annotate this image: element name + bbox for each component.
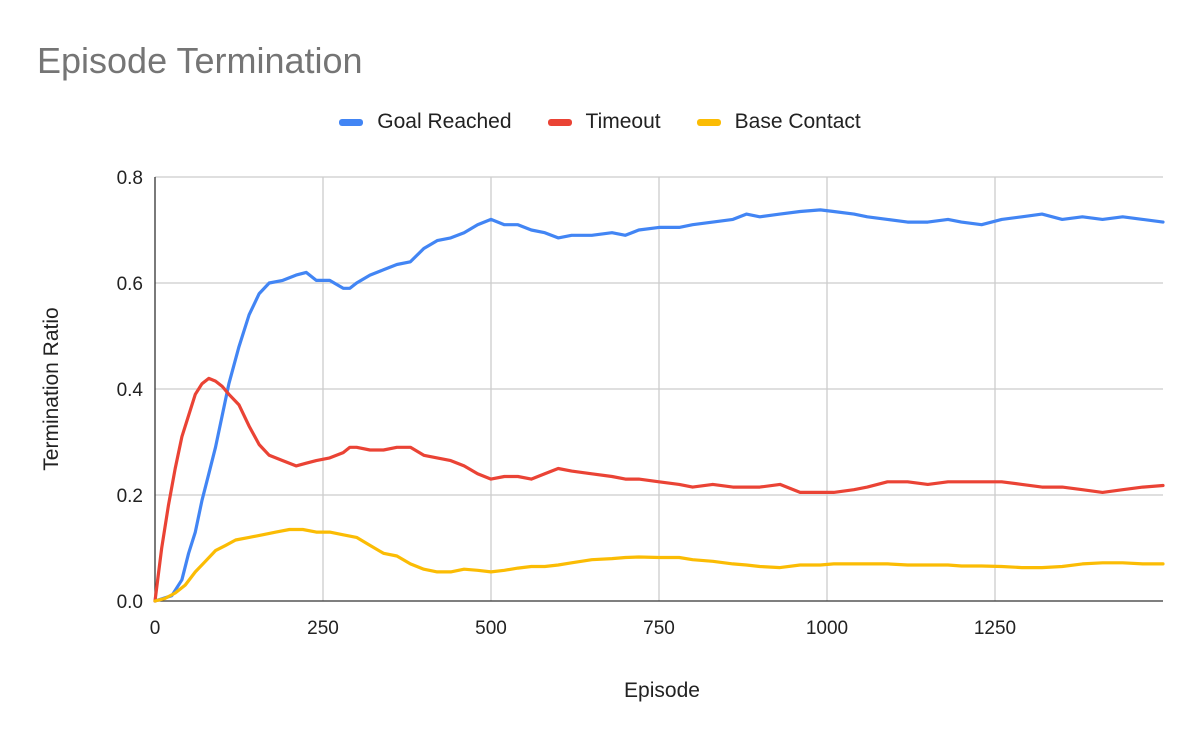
y-tick-label: 0.4 [117, 380, 144, 401]
x-tick-label: 500 [475, 618, 507, 639]
chart-legend: Goal Reached Timeout Base Contact [0, 110, 1200, 134]
x-tick-label: 250 [307, 618, 339, 639]
legend-item-base-contact: Base Contact [696, 110, 861, 134]
y-tick-label: 0.8 [117, 168, 143, 189]
y-tick-label: 0.0 [117, 592, 143, 613]
x-tick-label: 750 [643, 618, 675, 639]
legend-item-timeout: Timeout [547, 110, 661, 134]
legend-swatch-goal-reached [339, 118, 364, 126]
legend-label-timeout: Timeout [585, 110, 661, 133]
y-tick-label: 0.2 [117, 486, 143, 507]
legend-label-base-contact: Base Contact [734, 110, 861, 133]
legend-item-goal-reached: Goal Reached [339, 110, 512, 134]
series-line-goal-reached [153, 208, 1165, 603]
series-layer [153, 208, 1165, 603]
y-tick-labels: 0.0 0.2 0.4 0.6 0.8 [117, 168, 144, 613]
legend-swatch-timeout [547, 118, 572, 126]
series-line-timeout [153, 376, 1165, 603]
legend-label-goal-reached: Goal Reached [377, 110, 512, 133]
y-tick-label: 0.6 [117, 274, 143, 295]
legend-swatch-base-contact [696, 118, 721, 126]
chart-title: Episode Termination [37, 40, 363, 81]
x-tick-label: 1000 [806, 618, 848, 639]
x-tick-labels: 0 250 500 750 1000 1250 [150, 618, 1016, 639]
x-tick-label: 0 [150, 618, 161, 639]
x-tick-label: 1250 [974, 618, 1016, 639]
series-line-base-contact [153, 527, 1165, 603]
y-gridlines [155, 176, 1163, 496]
y-axis-label: Termination Ratio [40, 307, 63, 470]
x-axis-label: Episode [624, 679, 700, 702]
